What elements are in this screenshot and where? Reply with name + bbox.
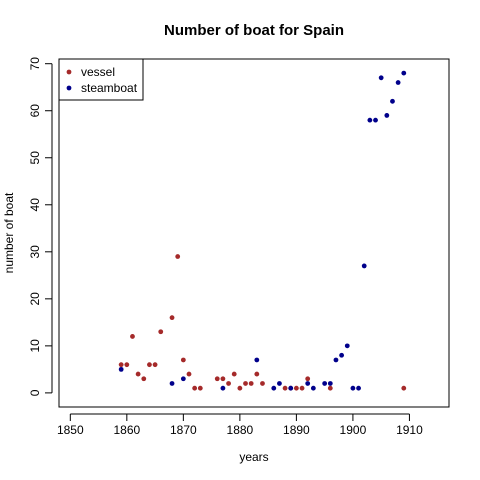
x-axis: 1850 1860 1870 1880 1890 1900 1910 xyxy=(57,413,423,437)
data-point-vessel xyxy=(327,385,333,391)
legend-marker-vessel xyxy=(66,69,72,75)
data-point-steamboat xyxy=(361,263,367,269)
data-points xyxy=(118,70,407,391)
data-point-vessel xyxy=(260,381,265,386)
x-tick-label: 1870 xyxy=(170,423,197,437)
data-point-vessel xyxy=(305,376,311,382)
data-point-steamboat xyxy=(169,381,175,386)
data-point-steamboat xyxy=(373,117,378,123)
data-point-steamboat xyxy=(339,352,345,358)
y-axis-label: number of boat xyxy=(2,192,16,273)
data-point-vessel xyxy=(152,362,158,368)
y-tick-label: 0 xyxy=(28,389,42,396)
data-point-vessel xyxy=(220,376,226,382)
x-tick-label: 1910 xyxy=(396,423,423,437)
data-point-vessel xyxy=(186,371,192,377)
data-point-steamboat xyxy=(390,98,395,104)
data-point-vessel xyxy=(124,362,130,368)
data-point-steamboat xyxy=(271,385,277,391)
data-point-vessel xyxy=(237,385,243,391)
data-point-vessel xyxy=(192,385,198,391)
y-tick-label: 10 xyxy=(28,339,42,353)
data-point-steamboat xyxy=(333,357,339,363)
data-point-steamboat xyxy=(305,381,311,386)
data-point-steamboat xyxy=(288,385,294,391)
legend-label-steamboat: steamboat xyxy=(81,81,138,95)
data-point-vessel xyxy=(180,357,186,363)
x-tick-label: 1890 xyxy=(283,423,310,437)
data-point-steamboat xyxy=(344,343,350,349)
data-point-vessel xyxy=(299,385,305,391)
y-tick-label: 50 xyxy=(28,151,42,165)
y-tick-label: 30 xyxy=(28,245,42,259)
data-point-vessel xyxy=(130,334,135,339)
data-point-vessel xyxy=(118,362,124,368)
y-axis: 0 10 20 30 40 50 60 70 xyxy=(28,57,53,396)
x-tick-label: 1860 xyxy=(113,423,140,437)
data-point-steamboat xyxy=(180,376,186,382)
legend-label-vessel: vessel xyxy=(81,65,115,79)
data-point-steamboat xyxy=(254,357,260,363)
data-point-steamboat xyxy=(384,113,390,118)
y-tick-label: 70 xyxy=(28,57,42,71)
data-point-vessel xyxy=(231,371,237,377)
data-point-vessel xyxy=(175,254,181,259)
data-point-vessel xyxy=(169,315,175,321)
data-point-vessel xyxy=(243,381,248,386)
data-point-vessel xyxy=(197,385,203,391)
data-point-vessel xyxy=(248,381,254,386)
data-point-steamboat xyxy=(350,385,356,391)
data-point-vessel xyxy=(293,385,299,391)
legend-marker-steamboat xyxy=(66,85,72,91)
data-point-vessel xyxy=(282,385,288,391)
data-point-steamboat xyxy=(118,366,124,372)
data-point-vessel xyxy=(401,385,407,391)
data-point-steamboat xyxy=(401,70,407,76)
data-point-steamboat xyxy=(322,381,328,386)
legend-box xyxy=(58,58,144,101)
data-point-steamboat xyxy=(395,80,401,85)
chart-title: Number of boat for Spain xyxy=(164,22,344,39)
data-point-vessel xyxy=(147,362,152,368)
x-tick-label: 1880 xyxy=(227,423,254,437)
data-point-steamboat xyxy=(277,381,282,386)
y-tick-label: 60 xyxy=(28,104,42,118)
data-point-vessel xyxy=(135,371,141,377)
data-point-vessel xyxy=(254,371,260,377)
data-point-steamboat xyxy=(220,385,226,391)
data-point-steamboat xyxy=(367,117,373,123)
y-tick-label: 40 xyxy=(28,198,42,212)
data-point-vessel xyxy=(158,329,164,335)
x-tick-label: 1850 xyxy=(57,423,84,437)
data-point-steamboat xyxy=(356,385,361,391)
data-point-steamboat xyxy=(378,75,384,81)
data-point-vessel xyxy=(226,381,231,386)
x-tick-label: 1900 xyxy=(340,423,367,437)
y-tick-label: 20 xyxy=(28,292,42,306)
data-point-vessel xyxy=(214,376,220,382)
plot-frame xyxy=(58,58,450,408)
x-axis-label: years xyxy=(239,450,268,464)
legend: vessel steamboat xyxy=(58,58,144,101)
data-point-vessel xyxy=(141,376,147,382)
data-point-steamboat xyxy=(327,381,333,386)
data-point-steamboat xyxy=(310,385,316,391)
